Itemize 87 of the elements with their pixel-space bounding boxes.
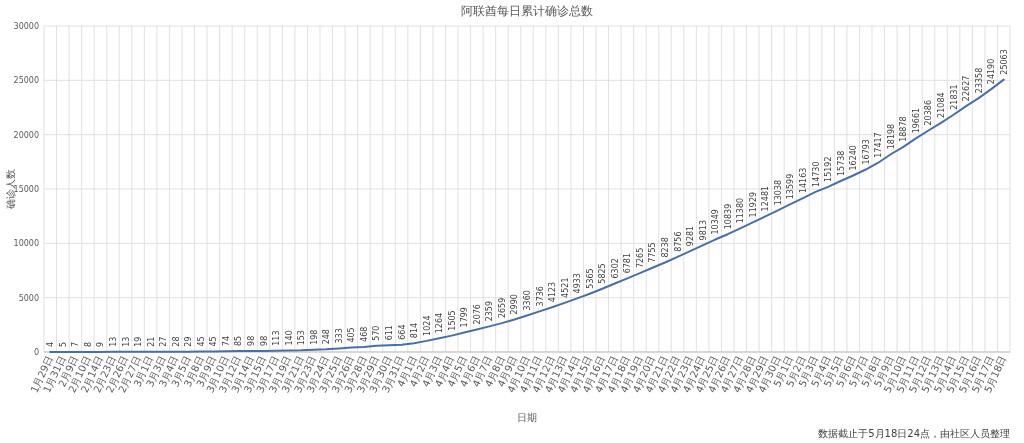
- data-label: 113: [272, 330, 282, 346]
- data-label: 2359: [485, 301, 495, 322]
- data-label: 24190: [987, 58, 997, 85]
- data-label: 18198: [886, 123, 896, 150]
- data-label: 9: [96, 341, 106, 347]
- data-label: 2076: [472, 304, 482, 325]
- y-tick-label: 20000: [13, 130, 39, 140]
- text: 数据截止于5月18日24点，由社区人员整理: [818, 428, 1010, 439]
- data-label: 814: [410, 322, 420, 339]
- data-label: 6781: [623, 252, 633, 274]
- data-label: 4521: [560, 277, 570, 298]
- data-label: 16793: [861, 139, 871, 165]
- data-label: 13: [109, 336, 118, 347]
- data-label: 140: [284, 330, 294, 346]
- data-label: 2990: [510, 294, 520, 315]
- data-label: 4: [46, 341, 56, 347]
- data-label: 98: [259, 335, 269, 346]
- data-label: 1264: [435, 312, 445, 334]
- data-label: 198: [309, 329, 319, 345]
- data-label: 468: [359, 326, 369, 342]
- data-label: 13038: [773, 179, 783, 206]
- data-label: 13: [121, 336, 131, 347]
- data-label: 333: [334, 328, 344, 344]
- data-label: 10839: [723, 203, 733, 230]
- data-label: 11929: [748, 191, 758, 218]
- data-label: 21: [146, 336, 156, 347]
- data-label: 45: [196, 336, 206, 347]
- data-label: 1024: [422, 315, 432, 336]
- data-label: 12481: [761, 185, 771, 212]
- data-label: 8756: [673, 231, 683, 252]
- data-label: 15738: [836, 150, 846, 176]
- data-label: 664: [397, 324, 407, 340]
- data-label: 7: [71, 341, 81, 347]
- data-label: 18878: [899, 116, 909, 142]
- data-label: 20386: [924, 100, 934, 126]
- data-label: 11380: [736, 197, 746, 224]
- data-label: 405: [347, 327, 357, 343]
- data-label: 74: [221, 336, 231, 347]
- data-label: 7265: [635, 247, 645, 269]
- data-label: 13599: [786, 173, 796, 200]
- data-label: 21084: [937, 92, 946, 118]
- x-axis-title: 日期: [517, 412, 537, 423]
- y-tick-label: 0: [33, 348, 39, 357]
- data-label: 17417: [874, 132, 884, 158]
- y-axis-title: 确诊人数: [5, 169, 16, 210]
- data-label: 1505: [447, 310, 457, 331]
- data-label: 4933: [573, 273, 583, 294]
- data-label: 8: [83, 341, 93, 347]
- data-label: 248: [322, 329, 332, 345]
- data-label: 5365: [585, 268, 595, 289]
- data-label: 28: [171, 336, 181, 347]
- data-label: 2659: [497, 297, 507, 319]
- data-label: 19: [134, 336, 144, 347]
- y-tick-label: 30000: [13, 22, 39, 31]
- data-label: 10349: [711, 209, 721, 235]
- data-label: 85: [234, 335, 244, 347]
- data-label: 98: [247, 335, 256, 346]
- chart-title: 阿联酋每日累计确诊总数: [461, 4, 593, 18]
- y-tick-label: 10000: [13, 239, 39, 249]
- data-label: 611: [385, 325, 394, 341]
- data-label: 45: [209, 336, 219, 347]
- data-label: 5825: [598, 263, 608, 284]
- data-label: 9281: [686, 225, 696, 247]
- data-label: 23358: [974, 67, 984, 94]
- data-label: 15192: [824, 156, 834, 182]
- data-label: 9813: [698, 220, 708, 241]
- data-label: 3360: [523, 290, 532, 311]
- data-label: 29: [184, 336, 194, 347]
- data-label: 8238: [661, 237, 670, 258]
- y-tick-label: 5000: [18, 293, 39, 303]
- data-label: 570: [372, 325, 382, 341]
- data-label: 27: [159, 336, 169, 347]
- data-label: 21831: [949, 84, 959, 110]
- data-label: 3736: [535, 286, 545, 307]
- data-label: 7755: [648, 242, 658, 263]
- data-label: 4123: [548, 281, 558, 303]
- data-label: 19661: [911, 107, 921, 134]
- data-label: 14730: [811, 161, 821, 187]
- data-label: 22627: [962, 75, 972, 102]
- data-label: 1799: [460, 307, 470, 328]
- data-label: 5: [58, 341, 68, 347]
- data-label: 6302: [610, 258, 620, 279]
- data-label: 14163: [799, 167, 808, 194]
- y-tick-label: 25000: [13, 76, 39, 86]
- data-label: 153: [297, 330, 307, 346]
- data-label: 16240: [849, 145, 859, 171]
- data-label: 25063: [999, 49, 1009, 75]
